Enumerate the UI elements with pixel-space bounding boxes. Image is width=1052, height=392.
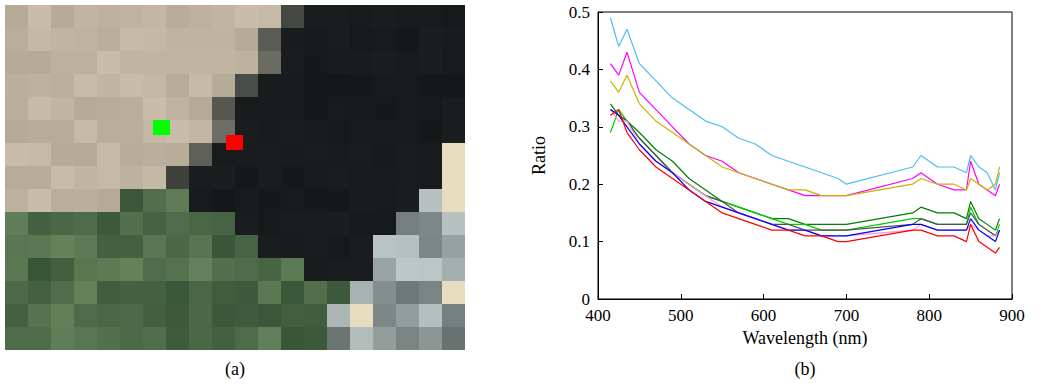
svg-text:500: 500 <box>668 306 694 325</box>
svg-text:0.1: 0.1 <box>569 232 590 251</box>
svg-text:600: 600 <box>751 306 777 325</box>
svg-text:0.5: 0.5 <box>569 3 590 22</box>
svg-text:0.4: 0.4 <box>569 60 591 79</box>
svg-text:0: 0 <box>581 289 590 309</box>
svg-text:Wavelength (nm): Wavelength (nm) <box>742 328 867 349</box>
svg-text:400: 400 <box>585 306 611 325</box>
svg-text:800: 800 <box>916 306 942 325</box>
html-text:(a): (a) <box>225 359 245 379</box>
svg-text:0.2: 0.2 <box>569 175 590 194</box>
svg-text:0.3: 0.3 <box>569 117 590 136</box>
svg-text:900: 900 <box>999 306 1025 325</box>
svg-text:700: 700 <box>834 306 860 325</box>
svg-text:Ratio: Ratio <box>529 136 549 175</box>
html-text:(b): (b) <box>794 359 816 379</box>
